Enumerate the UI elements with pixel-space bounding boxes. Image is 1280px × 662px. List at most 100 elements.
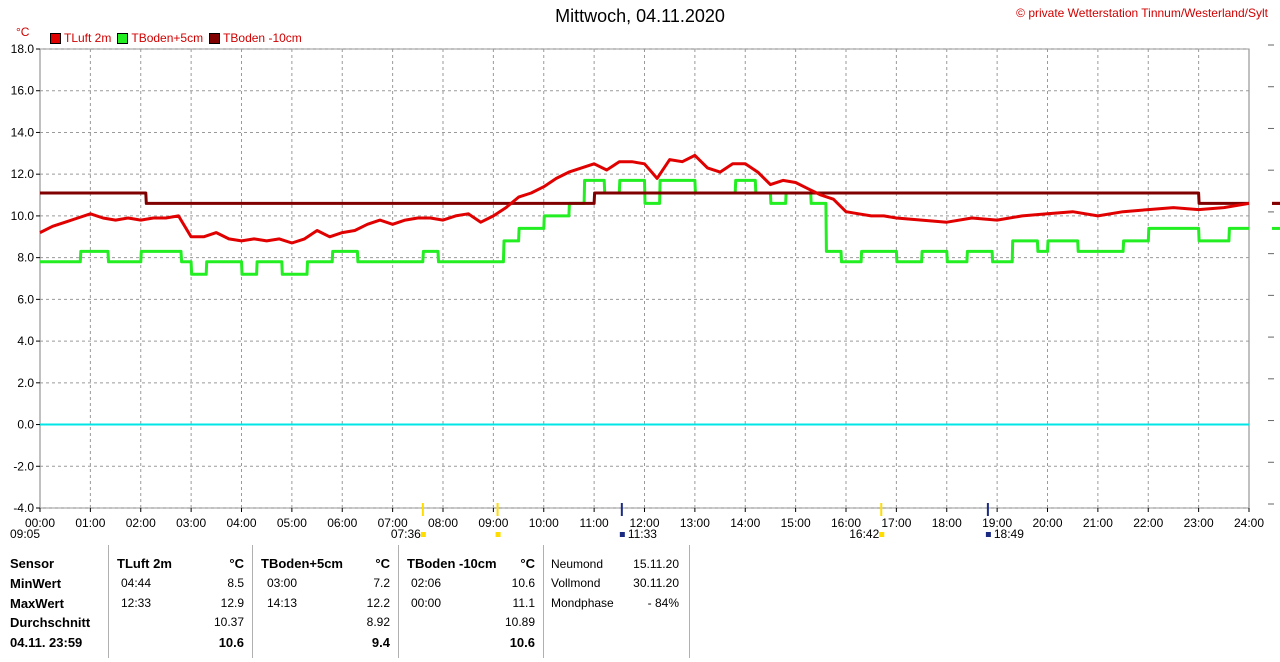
tboden10-max-value: 11.1 <box>512 596 535 610</box>
x-tick-label: 01:00 <box>75 516 105 530</box>
x-tick-label: 19:00 <box>982 516 1012 530</box>
y-tick-label: 8.0 <box>17 251 34 265</box>
legend-label-tluft: TLuft 2m <box>64 31 112 45</box>
x-tick-label: 17:00 <box>881 516 911 530</box>
y-tick-label: 2.0 <box>17 376 34 390</box>
legend-item-tboden10: TBoden -10cm <box>209 31 302 45</box>
x-tick-label: 24:00 <box>1234 516 1264 530</box>
legend-swatch-tluft <box>50 32 61 44</box>
tboden5-max-value: 12.2 <box>366 596 390 610</box>
y-tick-label: 18.0 <box>11 42 35 56</box>
x-tick-label: 21:00 <box>1083 516 1113 530</box>
tboden10-avg: 10.89 <box>504 615 535 629</box>
legend: TLuft 2m TBoden+5cm TBoden -10cm <box>50 31 308 45</box>
sensor-header: Sensor <box>10 556 55 571</box>
y-tick-label: 14.0 <box>11 125 35 139</box>
moon-label: 11:33 <box>628 527 657 541</box>
tboden5-current: 9.4 <box>371 635 390 650</box>
x-tick-label: 09:00 <box>478 516 508 530</box>
tboden10-unit: °C <box>520 556 535 571</box>
x-tick-label: 02:00 <box>126 516 156 530</box>
x-tick-label: 07:00 <box>378 516 408 530</box>
row-label-min: MinWert <box>10 576 62 591</box>
sensor-column: Sensor MinWert MaxWert Durchschnitt 04.1… <box>0 545 109 658</box>
neumond-date: 15.11.20 <box>633 557 679 571</box>
x-tick-label: 03:00 <box>176 516 206 530</box>
x-tick-label: 11:00 <box>580 516 609 530</box>
x-tick-label: 14:00 <box>730 516 760 530</box>
row-label-avg: Durchschnitt <box>10 615 91 630</box>
y-tick-label: -4.0 <box>13 501 34 515</box>
series-line-tluft <box>39 153 1250 245</box>
legend-swatch-tboden5 <box>117 32 129 44</box>
tluft-unit: °C <box>229 556 244 571</box>
tluft-column: TLuft 2m °C 04:44 8.5 12:33 12.9 10.37 10.6 <box>109 545 253 658</box>
tboden5-min-time: 03:00 <box>267 576 298 590</box>
tboden10-current: 10.6 <box>509 635 535 650</box>
tluft-current: 10.6 <box>218 635 244 650</box>
tluft-max-value: 12.9 <box>220 596 244 610</box>
y-axis-unit: °C <box>16 25 30 39</box>
y-tick-label: 16.0 <box>11 84 35 98</box>
tboden5-max-time: 14:13 <box>267 596 298 610</box>
y-tick-label: -2.0 <box>13 459 34 473</box>
tboden10-max-time: 00:00 <box>411 596 442 610</box>
vollmond-date: 30.11.20 <box>633 576 679 590</box>
x-tick-label: 18:00 <box>932 516 962 530</box>
tluft-min-value: 8.5 <box>227 576 244 590</box>
sunrise-icon <box>495 532 501 537</box>
x-tick-label: 22:00 <box>1133 516 1163 530</box>
y-tick-label: 6.0 <box>17 292 34 306</box>
tboden5-header: TBoden+5cm <box>261 556 343 571</box>
vollmond-label: Vollmond <box>551 576 601 590</box>
series-line-tboden10 <box>40 191 1249 205</box>
sunrise-marker-label: 07:36 <box>391 527 421 541</box>
moonset-icon <box>985 532 991 537</box>
y-tick-label: 4.0 <box>17 334 34 348</box>
row-label-max: MaxWert <box>10 596 64 611</box>
x-tick-label: 12:00 <box>629 516 659 530</box>
tluft-max-time: 12:33 <box>121 596 152 610</box>
tboden5-column: TBoden+5cm °C 03:00 7.2 14:13 12.2 8.92 9.4 <box>253 545 399 658</box>
y-tick-label: 0.0 <box>17 418 34 432</box>
sunrise-label: 09:05 <box>10 527 40 541</box>
station-credit: © private Wetterstation Tinnum/Westerlan… <box>1016 6 1268 20</box>
moon-icon <box>619 532 625 537</box>
y-tick-label: 10.0 <box>11 209 35 223</box>
x-tick-label: 06:00 <box>327 516 357 530</box>
legend-swatch-tboden10 <box>209 32 221 44</box>
sunset-label: 16:42 <box>849 527 879 541</box>
neumond-label: Neumond <box>551 557 604 571</box>
tluft-header: TLuft 2m <box>117 556 172 571</box>
x-tick-label: 16:00 <box>831 516 861 530</box>
x-tick-label: 20:00 <box>1032 516 1062 530</box>
row-label-current: 04.11. 23:59 <box>10 635 83 650</box>
chart-area: 18.0 16.0 14.0 12.0 10.0 8.0 6.0 4.0 2.0 0.0 -2.0 -… <box>10 42 1280 541</box>
x-tick-label: 13:00 <box>680 516 710 530</box>
x-tick-label: 23:00 <box>1184 516 1214 530</box>
tboden5-avg: 8.92 <box>366 615 390 629</box>
moonset-label: 18:49 <box>994 527 1024 541</box>
x-tick-label: 10:00 <box>529 516 559 530</box>
legend-label-tboden10: TBoden -10cm <box>223 31 302 45</box>
tboden5-unit: °C <box>375 556 390 571</box>
tluft-avg: 10.37 <box>213 615 244 629</box>
mondphase-label: Mondphase <box>551 596 614 610</box>
moon-column: Neumond 15.11.20 Vollmond 30.11.20 Mondpha… <box>544 545 690 658</box>
stats-table: Sensor MinWert MaxWert Durchschnitt 04.1… <box>0 545 690 662</box>
x-tick-label: 15:00 <box>781 516 811 530</box>
tboden10-column: TBoden -10cm °C 02:06 10.6 00:00 11.1 10.89… <box>399 545 544 658</box>
legend-item-tboden5: TBoden+5cm <box>117 31 203 45</box>
tboden10-header: TBoden -10cm <box>407 556 497 571</box>
y-tick-label: 12.0 <box>11 167 35 181</box>
sunrise-marker-icon <box>420 532 426 537</box>
x-tick-label: 08:00 <box>428 516 458 530</box>
sunset-icon <box>879 532 885 537</box>
x-tick-label: 00:00 <box>25 516 55 530</box>
tboden10-min-value: 10.6 <box>511 576 535 590</box>
chart-title: Mittwoch, 04.11.2020 <box>555 6 725 26</box>
tboden10-min-time: 02:06 <box>411 576 442 590</box>
x-tick-label: 04:00 <box>226 516 256 530</box>
legend-item-tluft: TLuft 2m <box>50 31 111 45</box>
legend-label-tboden5: TBoden+5cm <box>131 31 204 45</box>
